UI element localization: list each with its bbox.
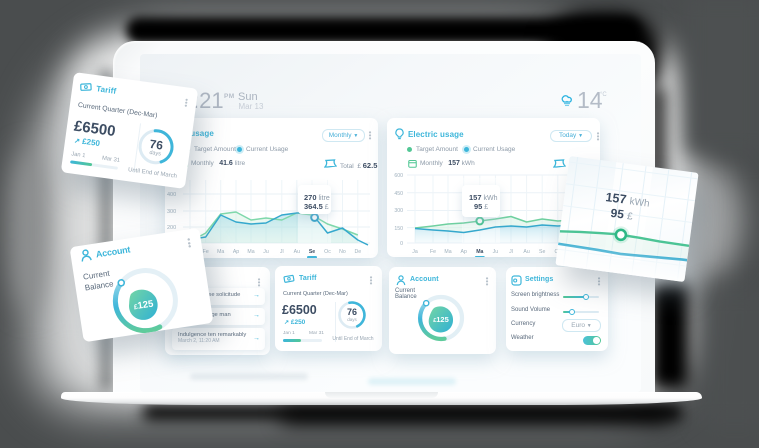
svg-text:Jl: Jl — [509, 249, 513, 255]
svg-text:0: 0 — [400, 241, 403, 247]
svg-text:300: 300 — [167, 209, 176, 215]
svg-text:400: 400 — [167, 192, 176, 198]
svg-text:Se: Se — [539, 249, 545, 255]
svg-text:Ju: Ju — [263, 249, 269, 255]
svg-text:£125: £125 — [133, 298, 155, 312]
svg-text:Ma: Ma — [444, 249, 451, 255]
svg-text:200: 200 — [167, 225, 176, 231]
svg-text:Ja: Ja — [412, 249, 418, 255]
svg-text:Ma: Ma — [247, 249, 254, 255]
svg-text:Fe: Fe — [430, 249, 436, 255]
svg-text:Au: Au — [523, 249, 529, 255]
svg-text:Fe: Fe — [203, 249, 209, 255]
svg-text:600: 600 — [394, 173, 403, 179]
svg-text:300: 300 — [394, 208, 403, 214]
svg-text:Ap: Ap — [461, 249, 467, 255]
svg-text:95 £: 95 £ — [610, 206, 634, 223]
svg-text:No: No — [339, 249, 346, 255]
svg-text:150: 150 — [394, 226, 403, 232]
svg-text:Oc: Oc — [324, 249, 331, 255]
svg-text:Ju: Ju — [493, 249, 499, 255]
svg-text:Se: Se — [309, 249, 315, 255]
svg-text:Ma: Ma — [217, 249, 224, 255]
svg-text:Jl: Jl — [280, 249, 284, 255]
svg-text:Ma: Ma — [476, 249, 483, 255]
svg-text:450: 450 — [394, 191, 403, 197]
svg-text:Ap: Ap — [233, 249, 239, 255]
svg-text:De: De — [354, 249, 361, 255]
svg-text:Au: Au — [294, 249, 300, 255]
svg-text:£125: £125 — [433, 315, 449, 324]
